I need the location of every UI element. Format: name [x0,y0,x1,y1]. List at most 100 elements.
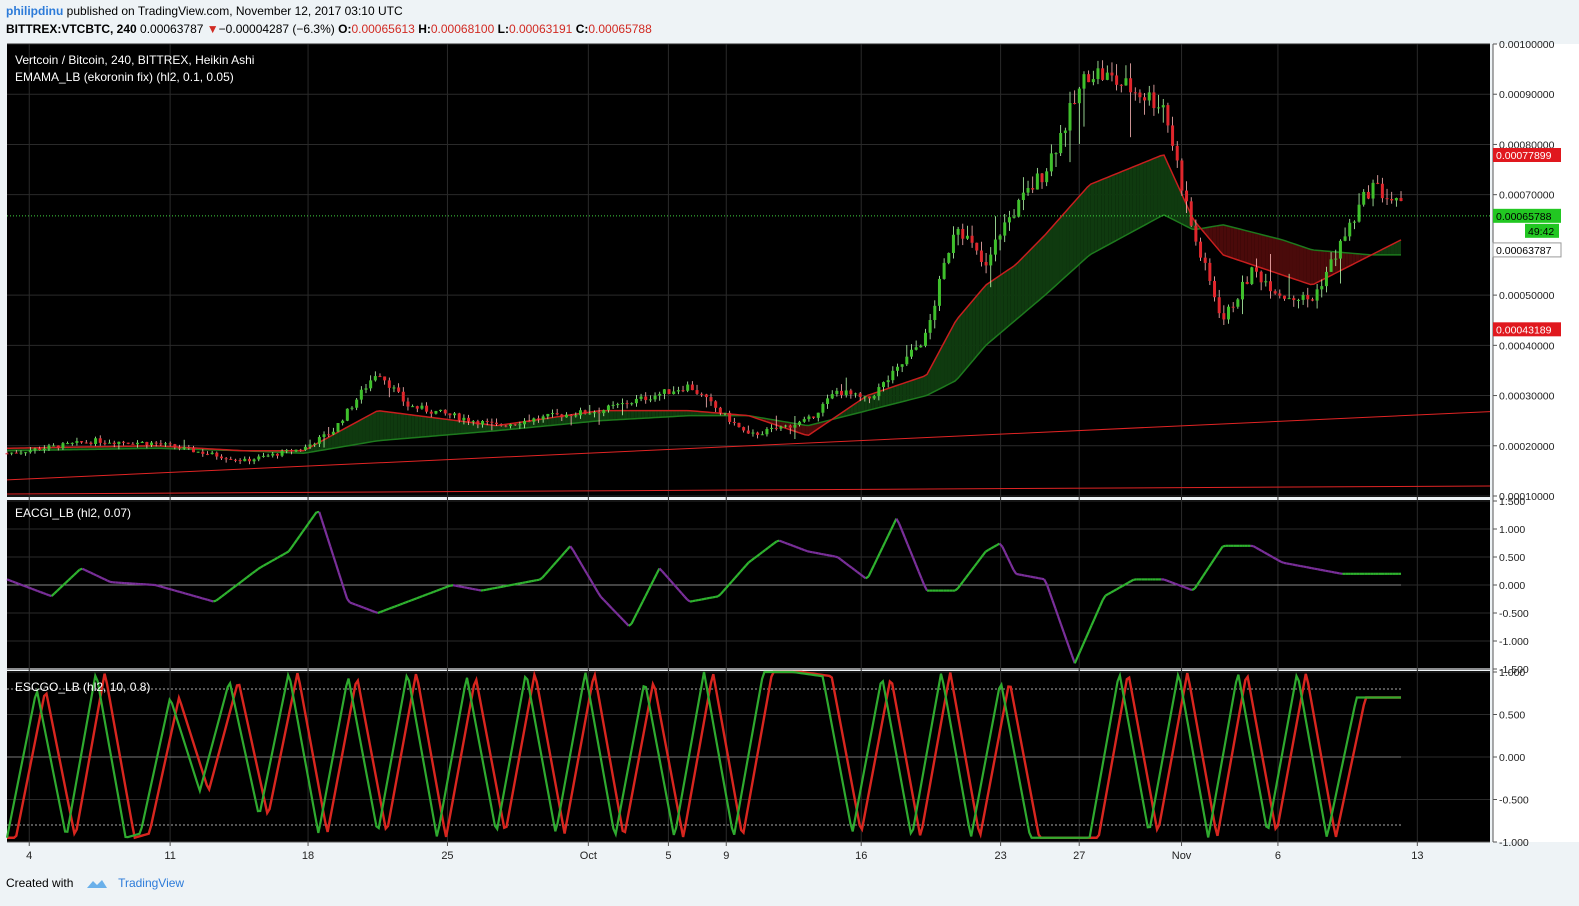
eacgi-line-segment [583,568,588,575]
candle-body [723,412,727,414]
ma-ribbon-segment [1108,175,1112,245]
candle-body [951,234,955,253]
candle-body [453,413,457,416]
ma-ribbon-segment [568,414,572,424]
candle-body [1189,201,1193,226]
eacgi-line-segment [776,539,780,543]
eacgi-line-segment [413,597,418,601]
ma-ribbon-segment [1115,172,1119,242]
candle-body [802,419,806,422]
eacgi-line-segment [293,539,298,545]
ma-ribbon-segment [1118,171,1123,240]
candle-body [126,442,130,444]
eacgi-line-segment [834,555,839,559]
candle-body [1385,198,1389,200]
candle-body [1129,78,1133,93]
eacgi-line-segment [859,573,864,578]
author-link[interactable]: philipdinu [6,4,64,18]
ma-ribbon-segment [585,412,590,423]
candle-body [779,426,783,429]
candle-body [476,421,480,425]
eacgi-line-segment [914,564,920,572]
candle-body [1324,271,1328,287]
candle-body [518,424,522,426]
candle-body [406,401,410,407]
candle-body [341,420,345,424]
eacgi-line-segment [1258,548,1263,552]
candle-body [1073,103,1077,105]
ma-ribbon-segment [1097,179,1102,251]
ma-ribbon-segment [480,423,485,433]
ma-ribbon-segment [888,387,893,406]
candle-body [150,442,154,446]
eacgi-line-segment [1331,570,1335,574]
eacgi-line-segment [45,593,50,597]
ma-ribbon-segment [968,300,973,366]
candle-body [1357,204,1361,222]
eacgi-tick-label: -1.000 [1499,636,1529,648]
candle-body [280,450,284,456]
eacgi-line-segment [332,555,338,565]
candle-body [61,443,65,449]
candle-body [1063,130,1067,134]
ma-ribbon-segment [407,414,412,439]
eacgi-line-segment [1030,575,1034,579]
eacgi-line-segment [1172,581,1176,585]
ma-ribbon-segment [1223,224,1227,257]
candle-body [756,432,760,435]
ma-ribbon-segment [662,410,666,418]
candle-body [975,242,979,251]
eacgi-line-segment [1325,569,1329,573]
eacgi-line-segment [985,548,989,553]
candle-body [219,456,223,459]
eacgi-line-segment [698,598,702,602]
eacgi-line-segment [722,587,728,592]
candle-body [886,380,890,383]
eacgi-line-segment [803,549,808,553]
time-axis-label: 23 [994,850,1006,862]
candle-body [648,399,652,401]
eacgi-line-segment [444,585,448,589]
eacgi-line-segment [1222,544,1226,548]
candle-body [672,391,676,395]
eacgi-line-segment [1297,564,1301,568]
candle-body [429,411,433,414]
candle-body [1087,74,1091,83]
candle-body [131,443,135,445]
candle-body [1241,281,1245,300]
candle-body [821,403,825,413]
eacgi-line-segment [1079,643,1085,652]
eacgi-line-segment [101,576,106,581]
eacgi-line-segment [64,579,70,584]
eacgi-line-segment [839,558,845,563]
time-axis-label: Nov [1172,850,1192,862]
tradingview-link[interactable]: TradingView [118,876,185,890]
eacgi-line-segment [363,606,368,610]
price-tag [1493,147,1561,162]
candle-body [392,387,396,389]
eacgi-line-segment [845,562,850,567]
eacgi-line-segment [185,592,189,596]
ma-ribbon-segment [529,420,534,428]
ma-ribbon-segment [449,419,454,435]
escgo-tick-label: 1.000 [1499,667,1525,679]
candle-body [261,455,265,457]
candle-body [914,347,918,350]
eacgi-line-segment [257,566,262,571]
eacgi-line-segment [1319,568,1324,572]
candle-body [1399,197,1403,202]
ma-ribbon-segment [986,282,990,345]
ma-ribbon-segment [1226,225,1231,258]
eacgi-line-segment [1199,575,1204,581]
eacgi-line-segment [1311,567,1315,570]
eacgi-line-segment [307,519,312,525]
ma-ribbon-segment [1282,239,1287,277]
eacgi-line-segment [514,582,518,586]
ma-ribbon-segment [320,439,325,451]
eacgi-line-segment [475,588,479,592]
eacgi-line-segment [154,583,158,587]
tradingview-cloud-icon[interactable] [85,878,109,890]
candle-body [1026,188,1030,193]
ma-ribbon-segment [414,415,419,438]
